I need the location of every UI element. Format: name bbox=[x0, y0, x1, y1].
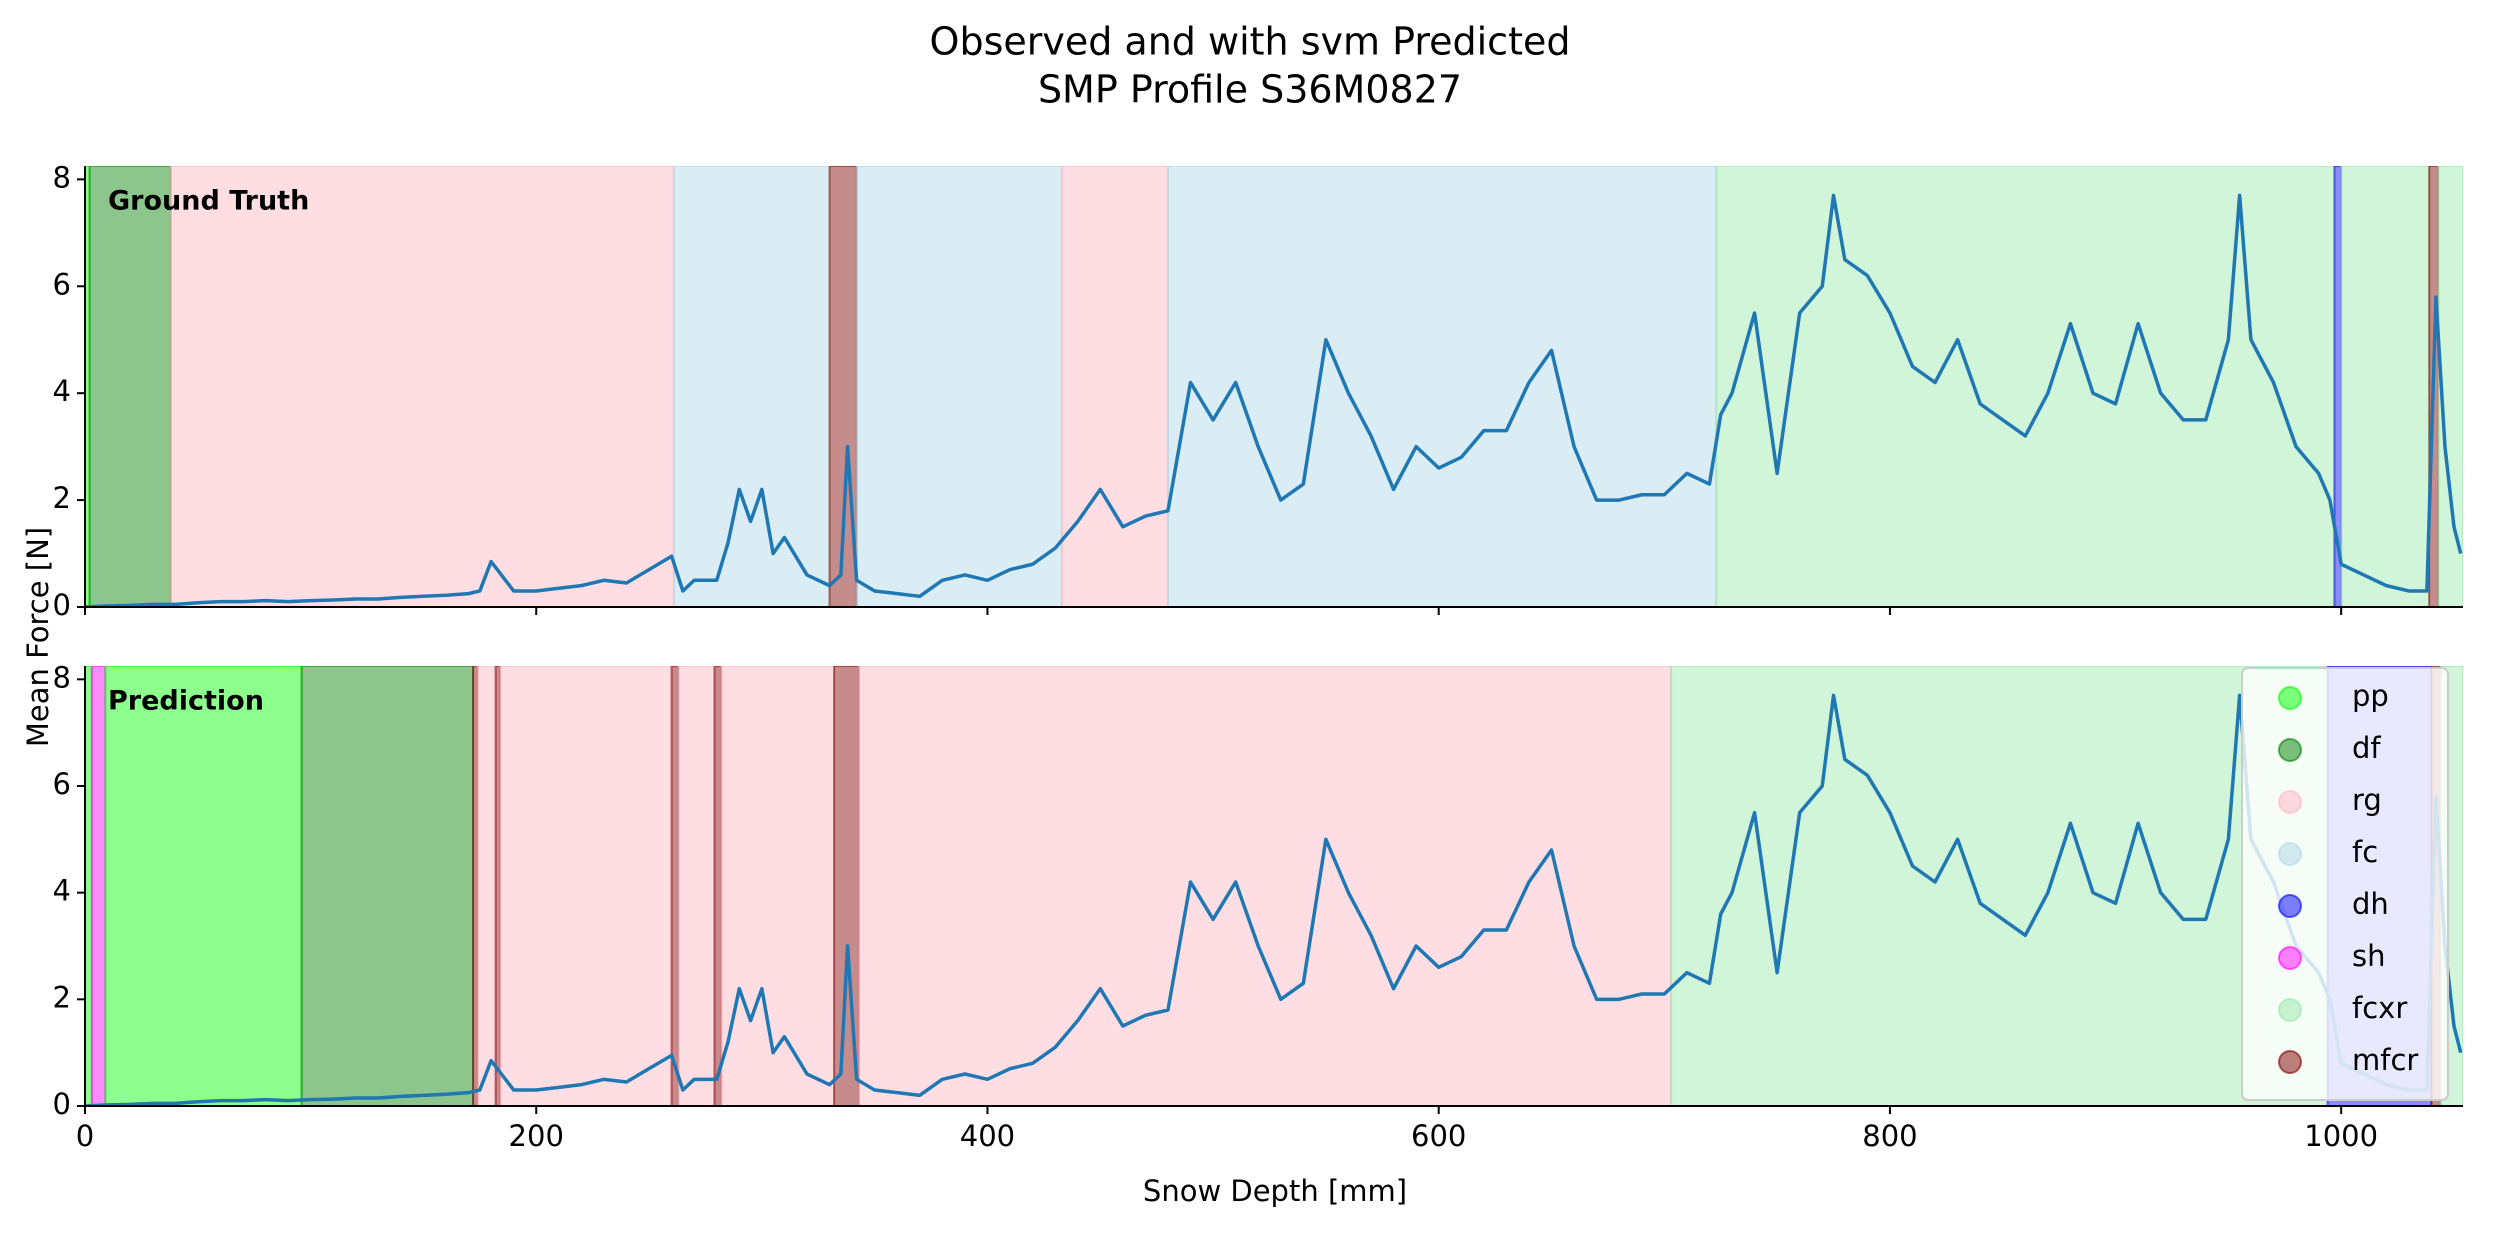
y-tick-label: 2 bbox=[53, 980, 71, 1014]
class-band bbox=[720, 666, 836, 1106]
legend-label: fcxr bbox=[2352, 991, 2407, 1025]
class-band bbox=[1715, 166, 2336, 607]
x-tick-label: 1000 bbox=[2304, 1119, 2378, 1153]
legend-marker bbox=[2278, 894, 2302, 918]
class-band bbox=[104, 666, 303, 1106]
legend-marker bbox=[2278, 842, 2302, 866]
legend-marker bbox=[2278, 1050, 2302, 1074]
class-band bbox=[1166, 166, 1718, 607]
y-axis-label: Mean Force [N] bbox=[21, 527, 55, 747]
legend-marker bbox=[2278, 946, 2302, 970]
class-band bbox=[713, 666, 723, 1106]
class-band bbox=[1670, 666, 2329, 1106]
x-axis-label: Snow Depth [mm] bbox=[1143, 1174, 1407, 1208]
class-band bbox=[677, 666, 716, 1106]
class-band bbox=[855, 166, 1063, 607]
legend-label: mfcr bbox=[2352, 1043, 2418, 1077]
y-tick-label: 4 bbox=[53, 874, 71, 908]
plot-area bbox=[85, 666, 2463, 1106]
class-band bbox=[85, 666, 93, 1106]
x-tick-label: 600 bbox=[1411, 1119, 1466, 1153]
x-tick-label: 0 bbox=[76, 1119, 94, 1153]
legend-box bbox=[2241, 667, 2449, 1101]
y-tick-label: 0 bbox=[53, 588, 71, 622]
class-band bbox=[1060, 166, 1169, 607]
legend-label: sh bbox=[2352, 939, 2386, 973]
legend-label: fc bbox=[2352, 835, 2378, 869]
class-band bbox=[2437, 166, 2463, 607]
class-band bbox=[672, 166, 831, 607]
class-band bbox=[169, 166, 675, 607]
legend-marker bbox=[2278, 790, 2302, 814]
legend-marker bbox=[2278, 686, 2302, 710]
y-tick-label: 8 bbox=[53, 660, 71, 694]
legend-label: pp bbox=[2352, 679, 2389, 713]
y-tick-label: 6 bbox=[53, 767, 71, 801]
x-tick-label: 800 bbox=[1862, 1119, 1917, 1153]
class-band bbox=[90, 666, 107, 1106]
y-tick-label: 8 bbox=[53, 160, 71, 194]
force-line bbox=[85, 693, 2463, 1106]
class-band bbox=[499, 666, 673, 1106]
x-tick-label: 200 bbox=[509, 1119, 564, 1153]
class-band bbox=[88, 166, 172, 607]
legend-marker bbox=[2278, 998, 2302, 1022]
legend-label: rg bbox=[2352, 783, 2382, 817]
x-tick-label: 400 bbox=[960, 1119, 1015, 1153]
y-tick-label: 2 bbox=[53, 481, 71, 515]
legend-label: df bbox=[2352, 731, 2381, 765]
legend-label: dh bbox=[2352, 887, 2389, 921]
panel-label: Prediction bbox=[108, 686, 264, 717]
plot-area bbox=[85, 166, 2463, 607]
class-band bbox=[857, 666, 1673, 1106]
panel-label: Ground Truth bbox=[108, 186, 309, 217]
y-tick-label: 6 bbox=[53, 267, 71, 301]
y-tick-label: 0 bbox=[53, 1087, 71, 1121]
legend-marker bbox=[2278, 738, 2302, 762]
force-line bbox=[85, 193, 2463, 607]
class-band bbox=[300, 666, 475, 1106]
chart-subtitle: SMP Profile S36M0827 bbox=[1038, 68, 1462, 112]
y-tick-label: 4 bbox=[53, 374, 71, 408]
class-band bbox=[670, 666, 680, 1106]
class-band bbox=[476, 666, 497, 1106]
class-band bbox=[2340, 166, 2431, 607]
chart-title: Observed and with svm Predicted bbox=[930, 20, 1571, 64]
